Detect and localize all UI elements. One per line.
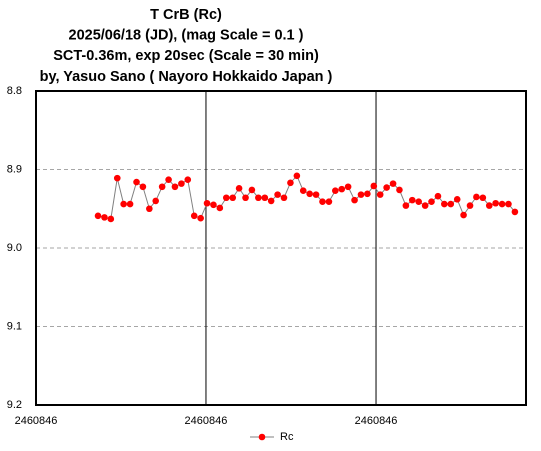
data-point — [357, 191, 365, 198]
data-point — [498, 200, 506, 208]
data-point — [229, 194, 237, 202]
data-point — [158, 183, 166, 191]
data-point — [447, 200, 455, 208]
data-point — [178, 180, 185, 187]
data-point — [408, 196, 416, 204]
data-point — [101, 214, 108, 221]
data-point — [107, 215, 115, 223]
data-point — [415, 198, 422, 205]
data-point — [94, 212, 102, 220]
data-point — [120, 200, 127, 208]
data-point — [306, 190, 313, 198]
data-point — [171, 183, 179, 191]
data-point — [434, 192, 442, 200]
data-point — [505, 200, 512, 208]
data-point — [274, 191, 281, 198]
data-point — [466, 202, 474, 209]
legend-marker — [258, 433, 266, 441]
data-point — [389, 180, 397, 187]
legend-label: Rc — [280, 431, 294, 443]
data-point — [165, 176, 172, 184]
data-point — [222, 194, 230, 202]
data-point — [248, 186, 256, 194]
data-point — [235, 185, 243, 192]
data-point — [376, 191, 384, 198]
data-point — [146, 205, 153, 213]
x-tick-label: 2460846 — [355, 415, 398, 427]
chart-title: by, Yasuo Sano ( Nayoro Hokkaido Japan ) — [40, 69, 333, 85]
chart-title: SCT-0.36m, exp 20sec (Scale = 30 min) — [53, 48, 319, 64]
chart-title: 2025/06/18 (JD), (mag Scale = 0.1 ) — [69, 28, 304, 44]
data-point — [280, 194, 288, 202]
data-point — [287, 179, 294, 187]
data-point — [332, 187, 339, 194]
data-point — [338, 185, 346, 193]
data-point — [152, 197, 160, 205]
data-point — [190, 212, 198, 220]
data-point — [312, 191, 320, 198]
data-point — [351, 196, 358, 204]
data-point — [299, 187, 307, 194]
data-point — [441, 200, 448, 208]
data-point — [383, 184, 390, 191]
data-point — [242, 194, 249, 202]
data-point — [370, 182, 378, 190]
data-point — [255, 194, 262, 202]
data-point — [511, 208, 519, 216]
y-tick-label: 8.9 — [7, 163, 22, 175]
data-point — [479, 194, 487, 202]
y-tick-label: 9.2 — [7, 399, 22, 411]
data-point — [293, 172, 301, 180]
data-point — [364, 190, 371, 198]
data-point — [216, 204, 224, 212]
y-tick-label: 9.1 — [7, 320, 22, 332]
data-point — [261, 194, 269, 202]
data-point — [203, 199, 211, 207]
data-point — [453, 196, 461, 203]
data-point — [184, 176, 192, 184]
data-point — [139, 183, 147, 191]
data-point — [485, 202, 493, 209]
plot-frame — [35, 90, 527, 406]
data-point — [460, 211, 467, 219]
x-tick-label: 2460846 — [15, 415, 58, 427]
data-point — [267, 197, 275, 205]
data-point — [344, 183, 352, 191]
data-point — [325, 198, 333, 205]
data-point — [402, 202, 410, 209]
data-point — [421, 202, 429, 209]
data-point — [428, 198, 435, 205]
data-point — [396, 186, 403, 194]
data-point — [113, 174, 121, 182]
y-tick-label: 8.8 — [7, 85, 22, 97]
y-tick-label: 9.0 — [7, 242, 22, 254]
x-tick-label: 2460846 — [185, 415, 228, 427]
data-point — [319, 198, 326, 205]
data-point — [197, 214, 204, 222]
data-point — [492, 199, 499, 207]
chart-title: T CrB (Rc) — [150, 7, 222, 23]
data-point — [126, 200, 134, 208]
data-point — [210, 201, 217, 209]
data-point — [133, 178, 140, 186]
data-point — [473, 193, 480, 201]
